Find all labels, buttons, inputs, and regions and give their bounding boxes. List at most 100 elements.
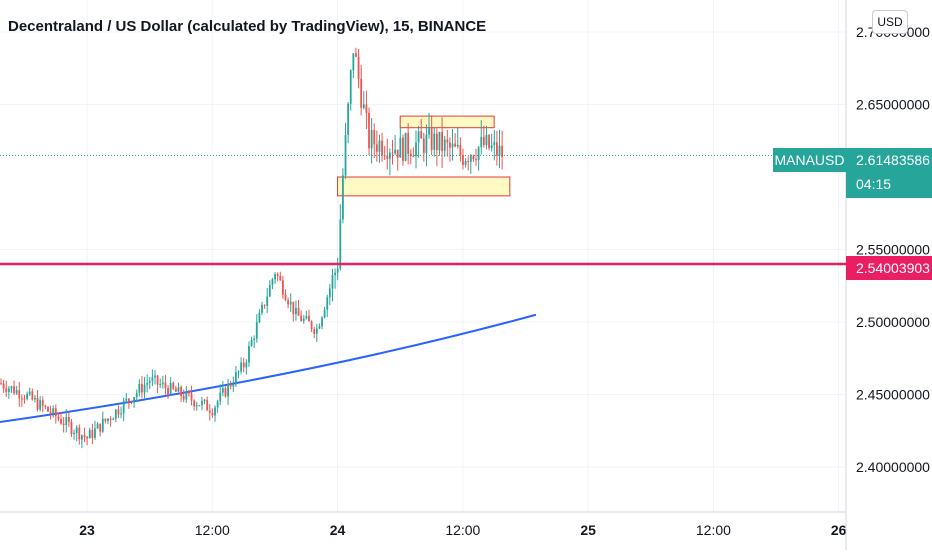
candle-body [321,317,323,327]
candle-body [34,398,36,400]
candle-body [114,409,117,419]
candle-body [422,138,425,153]
candle-body [370,130,373,149]
candle-body [396,149,399,158]
range-box [399,115,495,129]
candle-body [2,383,5,389]
candle-body [203,399,206,401]
candle-body [65,417,68,425]
candle-body [216,401,219,408]
candle-body [308,315,310,322]
candle-body [237,371,240,373]
candle-body [328,288,331,298]
candle-body [141,383,143,393]
candle-body [70,421,73,434]
candle-body [133,397,136,403]
candle-body [357,56,360,79]
candle-body [169,382,172,395]
candle-body [227,383,229,397]
candle-body [47,406,49,412]
x-tick-label: 26 [831,522,847,538]
candle-body [490,145,493,149]
candle-body [221,388,224,393]
candle-body [109,418,112,420]
candle-body [313,329,316,334]
candle-body [407,132,410,154]
y-tick-label: 2.65000000 [856,97,930,113]
candle-body [0,383,2,385]
candle-body [75,427,78,433]
x-tick-label: 25 [580,522,596,538]
candle-body [417,131,420,143]
candle-body [292,301,295,315]
candle-body [430,128,433,150]
candle-body [315,328,318,334]
x-tick-label: 12:00 [696,522,731,538]
candle-body [386,155,389,159]
candle-body [206,399,209,411]
candle-body [52,408,55,414]
candle-body [428,128,430,135]
candle-body [399,137,402,158]
candle-body [188,391,190,394]
candle-body [148,381,151,383]
candle-body [279,275,282,281]
y-tick-label: 2.45000000 [856,387,930,403]
candle-body [360,78,363,108]
candle-body [13,386,15,394]
candle-body [300,315,303,322]
chart-title: Decentraland / US Dollar (calculated by … [8,18,487,35]
candle-body [242,362,245,368]
candle-body [62,423,65,425]
candle-body [78,427,81,440]
candle-body [334,272,336,276]
candle-body [378,140,381,152]
candle-body [454,143,457,147]
candle-body [435,133,438,151]
candle-body [185,391,188,400]
candle-body [73,432,75,434]
candle-body [180,386,182,397]
candle-body [263,304,266,306]
hline-price-label: 2.54003903 [846,256,932,280]
candle-body [67,417,70,422]
candle-body [138,383,141,393]
candle-body [44,405,47,407]
candle-body [420,131,423,139]
candle-body [120,413,122,415]
candle-body [49,411,52,414]
candle-body [156,375,159,385]
candle-body [28,391,31,395]
candle-body [475,159,477,161]
trend-line [0,313,537,424]
candle-body [232,384,235,387]
candle-body [195,405,198,407]
candle-body [39,400,42,410]
candle-body [122,400,125,414]
candle-body [172,382,175,389]
candle-body [336,268,339,273]
candle-body [190,393,193,401]
candle-body [295,307,297,315]
candle-body [154,375,156,378]
candle-body [496,142,498,156]
candle-body [297,307,300,316]
candle-body [404,132,407,161]
candle-body [281,280,284,295]
candle-body [250,340,253,347]
candle-body [323,309,326,318]
candle-body [480,136,483,148]
candle-body [415,142,417,157]
candle-body [208,410,211,414]
candle-body [467,161,470,163]
candle-body [355,53,357,57]
candle-body [240,362,243,372]
candle-body [201,400,203,406]
currency-button[interactable]: USD [872,10,908,34]
candle-body [451,143,454,148]
candle-body [83,435,86,437]
candle-body [23,398,26,400]
candle-body [143,384,146,393]
